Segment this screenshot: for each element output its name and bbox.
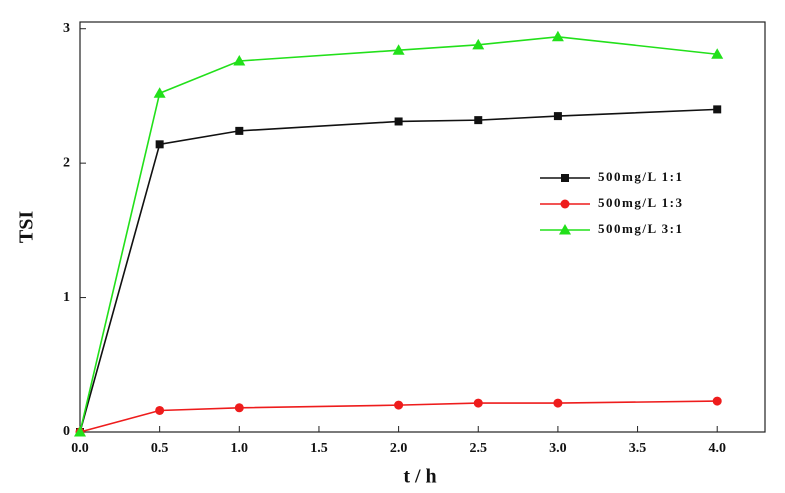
series-line: [79, 108, 718, 433]
marker-circle: [234, 403, 244, 413]
x-axis-title: t / h: [403, 466, 436, 488]
marker-triangle: [392, 44, 405, 55]
marker-triangle: [233, 54, 246, 66]
x-tick-label: 2.5: [470, 441, 488, 456]
x-tick-label: 0.0: [71, 441, 89, 456]
marker-circle: [712, 396, 722, 406]
marker-triangle: [153, 87, 166, 98]
marker-circle: [394, 400, 404, 410]
y-tick-label: 1: [63, 290, 70, 305]
marker-circle: [473, 398, 483, 408]
marker-triangle: [472, 38, 485, 50]
marker-square: [553, 112, 562, 121]
marker-square: [474, 116, 483, 125]
marker-triangle: [74, 426, 86, 437]
x-tick-label: 3.5: [629, 441, 647, 456]
marker-square: [155, 140, 164, 149]
legend-marker: [559, 224, 571, 235]
x-tick-label: 0.5: [151, 441, 169, 456]
y-axis-title: TSI: [16, 211, 38, 243]
x-tick-label: 2.0: [390, 441, 408, 456]
y-tick-label: 2: [63, 155, 70, 170]
legend-marker: [560, 199, 570, 209]
marker-circle: [155, 405, 165, 415]
plot-frame: [79, 21, 766, 433]
x-tick-label: 4.0: [708, 441, 726, 456]
marker-square: [235, 126, 244, 135]
marker-circle: [553, 398, 563, 408]
marker-triangle: [711, 48, 724, 59]
legend-text: 500mg/L 1:3: [598, 195, 683, 210]
legend-text: 500mg/L 3:1: [598, 221, 683, 236]
x-tick-label: 1.0: [231, 441, 249, 456]
marker-triangle: [551, 30, 564, 42]
marker-square: [713, 105, 722, 114]
legend-text: 500mg/L 1:1: [598, 169, 683, 184]
marker-square: [394, 117, 403, 126]
legend-marker: [561, 174, 569, 182]
y-tick-label: 0: [63, 424, 70, 439]
y-tick-label: 3: [63, 21, 70, 36]
x-tick-label: 3.0: [549, 441, 567, 456]
x-tick-label: 1.5: [310, 441, 328, 456]
